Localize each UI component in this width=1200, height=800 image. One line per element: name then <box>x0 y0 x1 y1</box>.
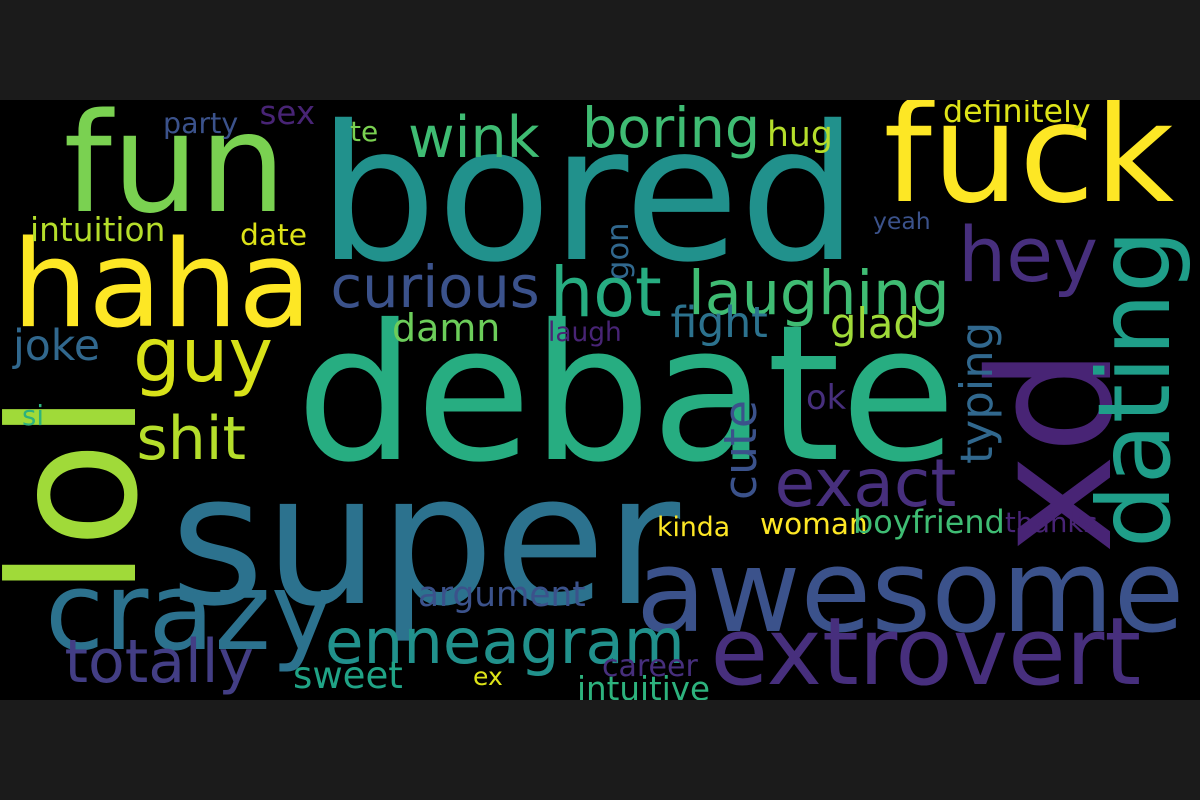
word-guy: guy <box>133 310 273 399</box>
word-cloud: bored debate super fun fuck haha xd awesome lol h… <box>0 100 1200 700</box>
word-boyfriend: boyfriend <box>853 503 1005 541</box>
word-wink: wink <box>408 104 540 171</box>
word-woman: woman <box>760 507 868 541</box>
word-debate: debate <box>296 285 957 504</box>
word-hey: hey <box>958 210 1099 299</box>
word-super: super <box>170 434 681 646</box>
word-sex: sex <box>259 100 316 132</box>
word-ex: ex <box>473 661 503 691</box>
word-haha: haha <box>12 215 312 355</box>
word-shit: shit <box>136 404 246 474</box>
word-hug: hug <box>767 114 833 155</box>
word-ok: ok <box>806 377 847 417</box>
word-exact: exact <box>774 444 957 522</box>
word-argument: argument <box>418 574 586 615</box>
word-sweet: sweet <box>293 653 403 697</box>
word-enneagram: enneagram <box>325 605 685 678</box>
word-extrovert: extrovert <box>710 597 1142 700</box>
word-laugh: laugh <box>548 317 622 348</box>
word-bored: bored <box>318 100 859 304</box>
word-damn: damn <box>392 305 501 350</box>
word-intuition: intuition <box>30 211 166 249</box>
word-party: party <box>163 107 239 140</box>
word-date: date <box>240 217 308 253</box>
word-joke: joke <box>13 321 101 371</box>
word-thanks: thanks <box>1005 507 1098 539</box>
word-fun: fun <box>63 100 287 244</box>
word-boring: boring <box>582 100 761 161</box>
word-kinda: kinda <box>657 511 731 543</box>
word-dating: dating <box>1076 228 1193 548</box>
word-curious: curious <box>330 254 540 321</box>
word-yeah: yeah <box>873 207 931 235</box>
word-fuck: fuck <box>883 100 1175 234</box>
word-laughing: laughing <box>688 259 950 329</box>
word-crazy: crazy <box>45 549 335 675</box>
word-typing: typing <box>949 321 1003 464</box>
word-si: si <box>22 400 44 432</box>
word-career: career <box>602 649 698 684</box>
word-gon: gon <box>600 222 636 280</box>
word-fight: fight <box>670 298 768 348</box>
word-intuitive: intuitive <box>577 669 710 700</box>
word-cute: cute <box>714 400 767 500</box>
word-hot: hot <box>550 254 662 333</box>
word-totally: totally <box>64 627 254 697</box>
word-glad: glad <box>830 299 920 348</box>
word-awesome: awesome <box>636 525 1185 659</box>
word-definitely: definitely <box>943 100 1091 130</box>
word-te: te <box>350 115 379 148</box>
